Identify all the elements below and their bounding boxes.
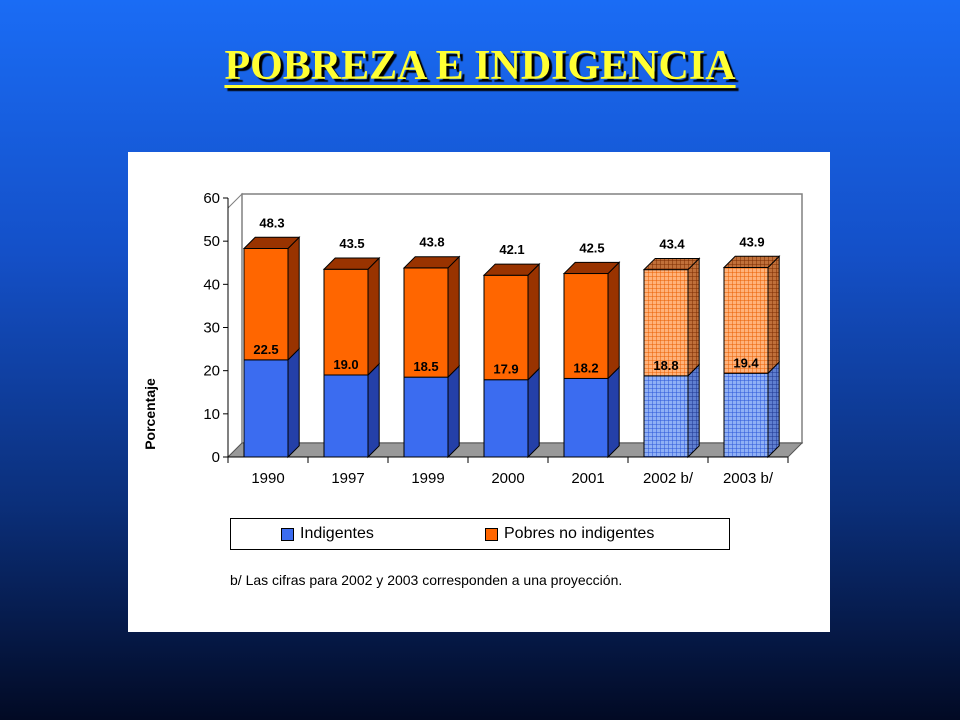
bar-pobres-2001-side [607,261,620,380]
bar-group-2000: 17.9 42.1 [482,242,541,459]
bar-indigentes-2001-side [607,366,620,459]
legend-item-pobres: Pobres no indigentes [485,525,654,543]
bar-pobres-1990-top [242,236,301,250]
bar-pobres-2000-top [482,263,541,276]
data-label-indigentes: 17.9 [493,362,518,377]
x-axis: 1990 1997 1999 2000 2001 2002 b/2003 b/ [227,456,789,487]
data-label-total: 43.5 [339,236,364,251]
data-label-indigentes: 18.2 [573,360,598,375]
data-label-indigentes: 18.8 [653,358,678,373]
bars: 22.5 48.3 19.0 43.5 18.5 43.8 17.9 42.1 18.2 42.5… [242,215,781,459]
legend-swatch-indigentes [281,527,294,541]
y-axis: 0 10 20 30 40 50 60 [203,190,229,466]
bar-indigentes-2001 [563,377,609,458]
data-label-total: 43.4 [659,236,685,251]
bar-pobres-1997 [323,268,369,376]
legend-item-indigentes: Indigentes [281,525,374,543]
bar-indigentes-1990-side [287,347,300,459]
bar-group-2002b: 18.8 43.4 [642,236,701,459]
bar-group-1999: 18.5 43.8 [402,235,461,459]
bar-pobres-2000-side [527,262,540,381]
data-label-indigentes: 22.5 [253,342,278,357]
y-axis-label: Porcentaje [142,378,158,450]
data-label-indigentes: 19.4 [733,355,759,370]
bar-indigentes-2002b [643,375,689,458]
bar-indigentes-2000-side [527,367,540,459]
legend: Indigentes Pobres no indigentes [230,518,730,550]
bar-pobres-2002b [643,269,689,377]
data-label-indigentes: 18.5 [413,359,438,374]
bar-indigentes-2003b [723,372,769,458]
x-tick-label: 2002 b/ [643,470,694,487]
x-tick-label: 1999 [411,470,444,487]
bar-indigentes-2000 [483,379,529,458]
bar-group-1990: 22.5 48.3 [242,215,301,459]
bar-pobres-2001 [563,273,609,379]
y-tick-label: 20 [203,363,220,380]
data-label-indigentes: 19.0 [333,357,358,372]
data-label-total: 48.3 [259,215,284,230]
bar-pobres-2003b [723,266,769,374]
y-tick-label: 10 [203,406,220,423]
bar-indigentes-2002b-side [687,363,700,459]
bar-pobres-1997-top [322,257,381,270]
legend-label-indigentes: Indigentes [300,525,374,542]
data-label-total: 43.8 [419,235,444,250]
bar-indigentes-1990 [243,359,289,458]
bar-indigentes-1997 [323,374,369,458]
bar-indigentes-2003b-side [767,360,780,459]
y-tick-label: 60 [203,190,220,207]
bar-pobres-2002b-top [642,257,701,271]
y-tick-label: 0 [212,449,220,466]
bar-pobres-1990 [243,248,289,361]
y-tick-label: 50 [203,233,220,250]
y-tick-label: 30 [203,320,220,337]
bar-group-1997: 19.0 43.5 [322,236,381,459]
x-tick-label: 1990 [251,470,284,487]
chart-panel: 0 10 20 30 40 50 60 22.5 48.3 19.0 43.5 18.5 43.8 17… [128,152,830,632]
side-wall [227,192,243,459]
bar-pobres-2000 [483,274,529,381]
bar-pobres-2001-top [562,261,621,275]
x-tick-label: 2003 b/ [723,470,774,487]
x-tick-label: 1997 [331,470,364,487]
bar-pobres-2003b-side [767,255,780,375]
bar-indigentes-1997-side [367,362,380,459]
bar-group-2001: 18.2 42.5 [562,240,621,459]
x-tick-label: 2000 [491,470,524,487]
data-label-total: 42.5 [579,240,604,255]
slide-title: POBREZA E INDIGENCIA [224,43,736,89]
bar-pobres-1997-side [367,256,380,377]
bar-pobres-1990-side [287,236,300,362]
legend-label-pobres: Pobres no indigentes [504,525,655,542]
bar-pobres-2003b-top [722,255,781,268]
bar-pobres-2002b-side [687,257,700,378]
data-label-total: 43.9 [739,234,764,249]
bar-chart: 0 10 20 30 40 50 60 22.5 48.3 19.0 43.5 18.5 43.8 17… [142,190,804,487]
x-tick-label: 2001 [571,470,604,487]
data-label-total: 42.1 [499,242,524,257]
bar-pobres-1999-top [402,256,461,269]
bar-indigentes-1999 [403,376,449,458]
footnote: b/ Las cifras para 2002 y 2003 correspon… [230,572,623,588]
bar-pobres-1999-side [447,255,460,379]
y-tick-label: 40 [203,276,220,293]
legend-swatch-pobres [485,527,498,541]
bar-indigentes-1999-side [447,364,460,459]
bar-group-2003b: 19.4 43.9 [722,234,781,459]
